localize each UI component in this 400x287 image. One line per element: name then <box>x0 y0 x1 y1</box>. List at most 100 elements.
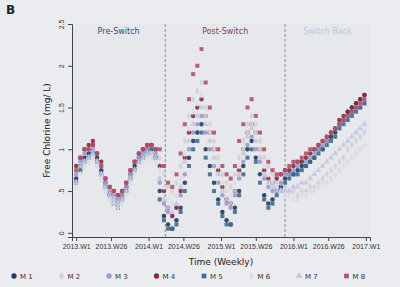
legend-label: M 6 <box>258 273 271 281</box>
point <box>361 121 367 126</box>
point <box>112 189 116 193</box>
point <box>312 147 317 152</box>
point <box>178 189 183 194</box>
x-axis: 2013.W12013.W262014.W12014.W262015.W1201… <box>63 237 381 250</box>
point <box>304 192 308 199</box>
point <box>346 158 350 165</box>
point <box>295 196 299 203</box>
point <box>237 162 241 169</box>
point <box>158 166 162 173</box>
point <box>275 172 279 176</box>
point <box>216 162 220 169</box>
point <box>224 187 228 194</box>
y-tick-label: 1 <box>58 148 65 152</box>
point <box>254 121 258 128</box>
point <box>128 168 132 172</box>
point <box>345 114 350 119</box>
point <box>295 164 300 169</box>
point <box>296 172 300 176</box>
point <box>253 137 259 142</box>
point <box>162 201 167 206</box>
point <box>229 222 233 226</box>
point <box>166 227 170 231</box>
point <box>333 126 337 130</box>
y-tick: 0 <box>58 231 72 235</box>
point <box>107 185 112 190</box>
point <box>283 168 288 173</box>
point <box>279 172 284 177</box>
x-tick-label: 2016.W1 <box>280 243 308 250</box>
point <box>262 193 267 198</box>
point <box>308 160 312 164</box>
point <box>219 188 225 193</box>
points <box>73 47 367 231</box>
point <box>300 164 305 169</box>
point <box>316 147 321 152</box>
point <box>141 147 146 152</box>
point <box>225 172 229 176</box>
point <box>158 154 162 161</box>
point <box>158 147 162 151</box>
point <box>325 139 330 144</box>
y-tick-label: 2 <box>58 64 65 68</box>
point <box>258 137 262 144</box>
x-tick-label: 2013.W1 <box>63 243 91 250</box>
point <box>91 139 96 144</box>
point <box>283 168 287 172</box>
point <box>120 189 125 194</box>
point <box>82 147 87 152</box>
x-tick-label: 2015.W1 <box>207 243 235 250</box>
point <box>78 156 82 160</box>
point <box>337 122 342 127</box>
point <box>233 164 237 168</box>
point <box>341 118 346 123</box>
legend-marker <box>11 273 16 278</box>
point <box>279 172 283 176</box>
point <box>329 166 333 173</box>
point <box>316 143 320 147</box>
point <box>241 160 246 165</box>
point <box>329 135 334 140</box>
point <box>99 164 103 168</box>
y-tick-mark <box>68 108 72 109</box>
point <box>183 137 187 144</box>
point <box>78 155 83 160</box>
point <box>216 180 221 185</box>
x-tick-mark <box>366 237 367 241</box>
x-tick: 2014.W1 <box>135 237 163 250</box>
point <box>300 192 304 199</box>
point <box>204 112 208 119</box>
point <box>95 151 99 155</box>
point <box>233 171 237 178</box>
point <box>98 171 104 176</box>
point <box>270 197 275 202</box>
point <box>124 181 128 185</box>
series <box>74 101 367 218</box>
legend-label: M 1 <box>20 273 33 281</box>
point <box>333 126 338 131</box>
point <box>342 118 346 122</box>
point <box>199 91 203 98</box>
point <box>329 130 334 135</box>
point <box>166 222 171 227</box>
x-tick-label: 2013.W26 <box>96 243 128 250</box>
point <box>191 130 196 135</box>
point <box>195 87 199 94</box>
point <box>94 158 100 163</box>
point <box>157 175 163 180</box>
point <box>341 162 345 169</box>
point <box>174 206 179 211</box>
point <box>283 172 288 177</box>
point <box>86 147 91 152</box>
point <box>216 197 221 202</box>
point <box>320 139 325 144</box>
point <box>132 160 137 165</box>
point <box>174 179 178 186</box>
point <box>283 176 288 181</box>
point <box>358 97 363 102</box>
point <box>212 146 216 153</box>
point <box>362 93 367 98</box>
point <box>362 93 367 98</box>
chart: BPre-SwitchPost-SwitchSwitch Back2013.W1… <box>0 0 400 287</box>
point <box>312 155 317 160</box>
